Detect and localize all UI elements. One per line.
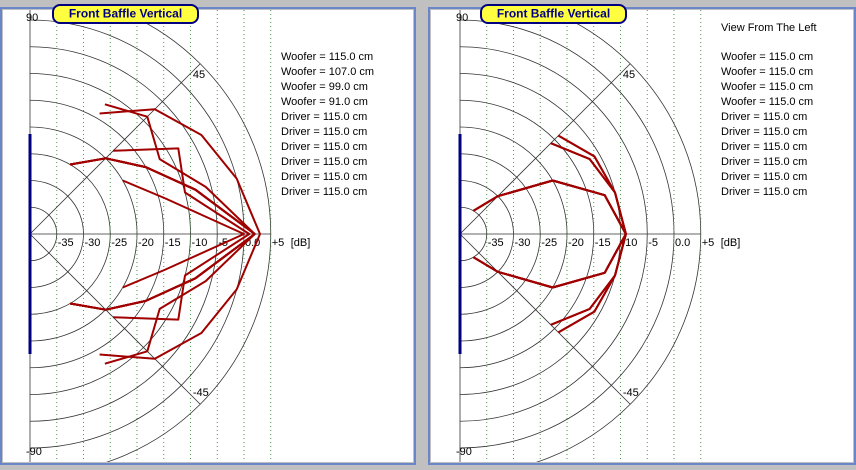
angle-label: -90 [26,446,42,458]
r-tick-label: -25 [541,237,557,249]
legend-entry: Driver = 115.0 cm [281,186,367,198]
angle-label: 45 [623,69,635,81]
angle-line [459,233,631,405]
r-tick-label: -15 [595,237,611,249]
r-tick-label: 0.0 [675,237,690,249]
angle-line [29,233,201,405]
subtitle: View From The Left [721,22,817,34]
r-tick-label: -15 [165,237,181,249]
legend-entry: Driver = 115.0 cm [721,186,807,198]
title-badge [52,4,199,24]
angle-label: 90 [456,12,468,24]
legend-entry: Driver = 115.0 cm [281,141,367,153]
angle-label: -90 [456,446,472,458]
legend-entry: Woofer = 115.0 cm [721,51,813,63]
legend-entry: Driver = 115.0 cm [281,156,367,168]
r-tick-label: -35 [58,237,74,249]
curve [69,157,256,311]
curve [99,108,261,360]
plot-area [431,10,853,462]
legend-entry: Woofer = 115.0 cm [281,51,373,63]
legend-entry: Woofer = 115.0 cm [721,66,813,78]
r-tick-label: -20 [568,237,584,249]
curve [122,179,245,289]
legend-entry: Driver = 115.0 cm [281,126,367,138]
legend-entry: Woofer = 99.0 cm [281,81,368,93]
panel-frame [428,7,856,465]
legend-entry: Driver = 115.0 cm [721,111,807,123]
r-tick-label: -30 [85,237,101,249]
curve [472,179,627,289]
legend-entry: Woofer = 107.0 cm [281,66,374,78]
legend-entry: Driver = 115.0 cm [721,171,807,183]
chart-title: Front Baffle Vertical [69,7,182,21]
r-tick-label: -10 [622,237,638,249]
legend-entry: Driver = 115.0 cm [721,141,807,153]
r-tick-label: -35 [488,237,504,249]
angle-line [29,63,201,235]
legend-entry: Woofer = 115.0 cm [721,81,813,93]
plot: -35 -30 -25 -20 -15 -10 -5 0.0 +5 [dB] 90 45 -45 -90 [456,10,741,462]
angle-label: -45 [623,387,639,399]
angle-line [459,63,631,235]
r-tick-label: -5 [648,237,658,249]
panel-frame [0,7,416,465]
legend-entry: Driver = 115.0 cm [721,126,807,138]
angle-label: -45 [193,387,209,399]
r-tick-label: -30 [515,237,531,249]
legend-entry: Driver = 115.0 cm [281,171,367,183]
legend-entry: Woofer = 115.0 cm [721,96,813,108]
curve [113,147,251,321]
title-badge [480,4,627,24]
r-tick-label: -10 [192,237,208,249]
r-tick-label: -25 [111,237,127,249]
legend-entry: Woofer = 91.0 cm [281,96,368,108]
r-tick-label: +5 [272,237,285,249]
plot-area [3,10,413,462]
r-axis-label: [dB] [721,237,741,249]
angle-label: 45 [193,69,205,81]
legend-entry: Driver = 115.0 cm [281,111,367,123]
chart-title: Front Baffle Vertical [497,7,610,21]
angle-label: 90 [26,12,38,24]
r-axis-label: [dB] [291,237,311,249]
r-tick-label: -20 [138,237,154,249]
legend-entry: Driver = 115.0 cm [721,156,807,168]
r-tick-label: +5 [702,237,715,249]
